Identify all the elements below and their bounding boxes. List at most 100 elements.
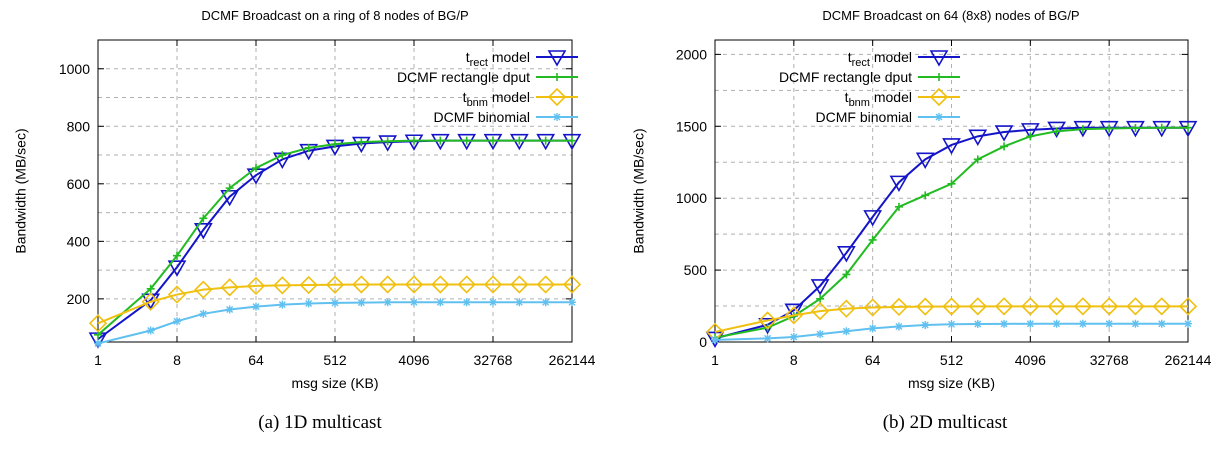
data-point bbox=[1131, 124, 1140, 133]
data-point bbox=[942, 297, 961, 316]
grid bbox=[714, 40, 1189, 343]
data-point bbox=[199, 214, 208, 223]
data-point bbox=[947, 179, 956, 188]
data-point bbox=[273, 276, 292, 295]
data-point bbox=[325, 275, 345, 294]
ticks: 1 8 64 512 4096 32768 262144 0 500 1000 1500 2000 bbox=[676, 40, 1212, 368]
chart-caption: (a) 1D multicast bbox=[258, 412, 382, 433]
data-point bbox=[378, 275, 397, 294]
legend-label-suffix: model bbox=[488, 89, 530, 105]
data-point bbox=[894, 202, 903, 211]
data-point bbox=[536, 275, 555, 294]
data-point bbox=[167, 260, 187, 277]
data-point bbox=[947, 320, 956, 329]
data-point bbox=[220, 278, 239, 297]
data-point bbox=[921, 191, 930, 200]
legend-label-subscript: bnm bbox=[849, 97, 870, 109]
data-point bbox=[199, 309, 208, 318]
data-point bbox=[863, 298, 882, 317]
data-point bbox=[994, 125, 1014, 142]
y-axis-label: Bandwidth (MB/sec) bbox=[631, 128, 647, 253]
data-point bbox=[1052, 127, 1061, 136]
legend-label-subscript: rect bbox=[852, 57, 870, 69]
legend-entry: DCMF binomial bbox=[816, 109, 960, 125]
legend-label-suffix: model bbox=[488, 49, 530, 65]
legend-entry: DCMF binomial bbox=[434, 109, 578, 125]
x-tick-label: 32768 bbox=[474, 352, 513, 368]
data-point bbox=[968, 129, 988, 146]
data-point bbox=[194, 280, 213, 299]
data-point bbox=[351, 136, 371, 154]
data-point bbox=[1052, 319, 1061, 328]
legend-label-subscript: rect bbox=[470, 57, 488, 69]
data-point bbox=[173, 317, 181, 326]
legend-label: tbnm model bbox=[463, 89, 530, 109]
y-tick-label: 400 bbox=[67, 233, 91, 249]
data-point bbox=[816, 330, 825, 339]
y-tick-label: 500 bbox=[684, 262, 708, 278]
data-point bbox=[1026, 319, 1035, 328]
y-tick-label: 200 bbox=[67, 291, 91, 307]
x-tick-label: 262144 bbox=[1165, 352, 1212, 368]
series-line bbox=[714, 322, 1188, 341]
data-point bbox=[1184, 319, 1192, 328]
data-point bbox=[88, 314, 108, 333]
y-axis-label: Bandwidth (MB/sec) bbox=[13, 128, 29, 253]
x-tick-label: 1 bbox=[94, 352, 102, 368]
data-point bbox=[252, 302, 260, 311]
data-point bbox=[383, 137, 392, 146]
data-point bbox=[1078, 125, 1087, 134]
data-point bbox=[810, 279, 830, 296]
x-tick-label: 512 bbox=[940, 352, 964, 368]
data-point bbox=[1047, 297, 1066, 316]
x-tick-label: 262144 bbox=[549, 352, 596, 368]
data-point bbox=[462, 136, 471, 145]
data-point bbox=[436, 136, 445, 145]
data-point bbox=[994, 297, 1014, 316]
data-point bbox=[1105, 124, 1114, 133]
legend-label: tbnm model bbox=[845, 89, 912, 109]
data-point bbox=[489, 298, 497, 307]
data-point bbox=[763, 334, 772, 343]
data-point bbox=[246, 276, 266, 296]
data-point bbox=[483, 275, 503, 294]
data-point bbox=[141, 292, 160, 311]
legend-label-suffix: model bbox=[870, 89, 912, 105]
x-tick-label: 1 bbox=[711, 352, 719, 368]
legend-label-main: t bbox=[463, 89, 467, 105]
x-tick-label: 4096 bbox=[398, 352, 429, 368]
x-axis-label: msg size (KB) bbox=[908, 375, 995, 391]
legend-swatch-marker bbox=[935, 73, 943, 81]
data-point bbox=[1000, 319, 1009, 328]
legend-label-main: t bbox=[845, 89, 849, 105]
data-point bbox=[889, 297, 909, 317]
x-tick-label: 64 bbox=[248, 352, 264, 368]
series-line bbox=[97, 301, 572, 345]
data-point bbox=[404, 134, 424, 151]
data-point bbox=[863, 210, 883, 227]
legend-entry: DCMF rectangle dput bbox=[397, 69, 578, 85]
series-4 bbox=[711, 319, 1192, 344]
data-point bbox=[562, 275, 582, 294]
legend-swatch-marker bbox=[929, 87, 949, 107]
data-point bbox=[146, 284, 155, 293]
data-point bbox=[1100, 297, 1119, 316]
data-point bbox=[973, 155, 982, 164]
data-point bbox=[94, 339, 102, 348]
legend-label: DCMF binomial bbox=[816, 109, 912, 125]
data-point bbox=[894, 322, 903, 331]
data-point bbox=[252, 163, 260, 172]
x-tick-label: 8 bbox=[173, 352, 181, 368]
data-point bbox=[784, 306, 803, 325]
legend-swatch-marker bbox=[553, 73, 561, 81]
data-point bbox=[225, 184, 234, 193]
data-point bbox=[837, 246, 856, 263]
series-line bbox=[97, 139, 572, 336]
chart-2: 1 8 64 512 4096 32768 262144 0 500 1000 1500 2000 DC… bbox=[631, 8, 1212, 433]
data-point bbox=[789, 332, 798, 341]
legend-label-main: t bbox=[848, 49, 852, 65]
data-point bbox=[1047, 121, 1066, 139]
chart-title: DCMF Broadcast on 64 (8x8) nodes of BG/P bbox=[822, 8, 1079, 23]
legend-label: trect model bbox=[466, 49, 530, 69]
